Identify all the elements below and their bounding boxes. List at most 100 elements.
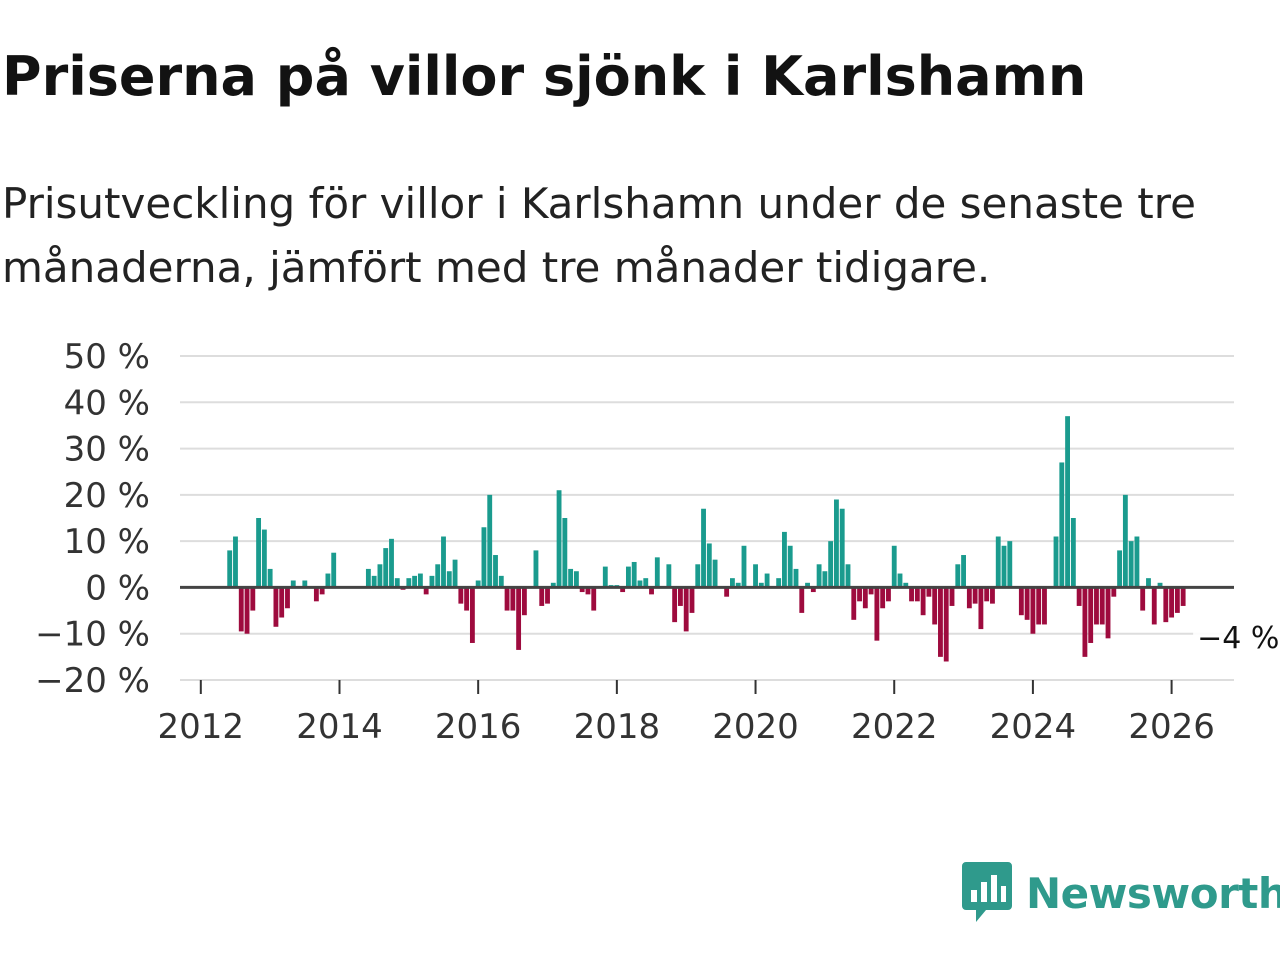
bar <box>533 550 539 588</box>
bar <box>903 582 909 588</box>
bar <box>695 564 701 588</box>
bar <box>539 587 545 606</box>
bar <box>782 531 787 588</box>
annotations: −4 % <box>1193 618 1280 658</box>
bar <box>955 564 961 588</box>
bar <box>591 587 597 611</box>
bar <box>331 552 337 588</box>
bar <box>654 557 660 588</box>
bar <box>990 587 995 604</box>
bar <box>758 582 764 588</box>
newsworthy-wordmark: Newsworthy <box>1026 868 1280 918</box>
bar <box>683 587 689 632</box>
bar <box>1117 550 1123 588</box>
bar <box>545 587 550 604</box>
bar <box>475 580 481 588</box>
newsworthy-bar-chart-icon <box>962 862 1012 922</box>
bar <box>886 587 891 602</box>
annotation-background <box>1193 618 1280 658</box>
x-axis: 2012 2014 2016 2018 2020 2022 2024 2026 <box>158 680 1215 747</box>
bar <box>377 564 383 588</box>
bar <box>897 573 903 588</box>
bar <box>1082 587 1088 657</box>
bar <box>568 568 574 588</box>
bar <box>649 587 654 595</box>
y-tick-label: 20 % <box>64 476 150 516</box>
bar <box>365 568 371 588</box>
bar <box>458 587 464 604</box>
x-tick-label: 2012 <box>158 707 245 747</box>
bar <box>1146 578 1151 588</box>
bar <box>498 575 504 588</box>
x-tick-label: 2018 <box>574 707 661 747</box>
bar <box>799 587 805 613</box>
bars <box>227 416 1186 662</box>
bar <box>394 578 400 588</box>
bar <box>1042 587 1047 625</box>
newsworthy-logo[interactable]: Newsworthy <box>962 862 1280 924</box>
y-tick-label: 10 % <box>64 522 150 562</box>
bar <box>1059 462 1065 588</box>
bar <box>949 587 955 606</box>
bar <box>874 587 880 641</box>
bar <box>978 587 984 630</box>
bar <box>487 494 493 588</box>
bar <box>285 587 290 609</box>
bar <box>1094 587 1099 625</box>
bar <box>1024 587 1030 620</box>
bar <box>891 545 897 588</box>
bar <box>1151 587 1157 625</box>
bar <box>1140 587 1146 611</box>
x-tick-label: 2024 <box>990 707 1077 747</box>
bar <box>1169 587 1175 618</box>
bar <box>261 529 267 588</box>
y-axis-labels: −20 % −10 % 0 % 10 % 20 % 30 % 40 % 50 % <box>35 337 150 701</box>
bar <box>764 573 770 588</box>
bar <box>868 587 874 595</box>
bar <box>1036 587 1042 625</box>
bar <box>1070 518 1076 588</box>
bar <box>481 527 487 588</box>
bar <box>880 587 886 609</box>
bar <box>984 587 990 602</box>
bar <box>932 587 938 625</box>
bar <box>995 536 1001 588</box>
bar <box>822 571 828 588</box>
bar <box>834 499 839 588</box>
bar <box>857 587 862 602</box>
latest-value-label: −4 % <box>1197 621 1279 656</box>
bar <box>521 587 527 616</box>
bar <box>550 582 556 588</box>
bar <box>504 587 510 611</box>
bar <box>279 587 285 618</box>
bar <box>441 536 446 588</box>
bar <box>1180 587 1186 606</box>
bar <box>233 536 238 588</box>
bar <box>319 587 325 595</box>
bar <box>227 550 233 588</box>
bar <box>1134 536 1140 588</box>
bar <box>1099 587 1105 625</box>
bar <box>631 561 637 588</box>
bar <box>250 587 256 611</box>
x-tick-label: 2016 <box>435 707 522 747</box>
bar <box>435 564 441 588</box>
bar <box>666 564 672 588</box>
bar <box>1065 416 1070 588</box>
x-tick-label: 2014 <box>296 707 383 747</box>
bar <box>1105 587 1111 639</box>
bar <box>573 571 579 588</box>
x-tick-label: 2026 <box>1128 707 1215 747</box>
bar <box>1076 587 1082 606</box>
bar <box>1128 541 1134 588</box>
bar <box>1007 541 1013 588</box>
bar <box>423 587 429 595</box>
bar <box>730 578 735 588</box>
bar <box>712 559 718 588</box>
bar <box>625 566 631 588</box>
bar <box>805 582 810 588</box>
y-tick-label: −20 % <box>35 661 150 701</box>
x-tick-label: 2020 <box>712 707 799 747</box>
bar <box>585 587 591 595</box>
bar <box>851 587 857 620</box>
